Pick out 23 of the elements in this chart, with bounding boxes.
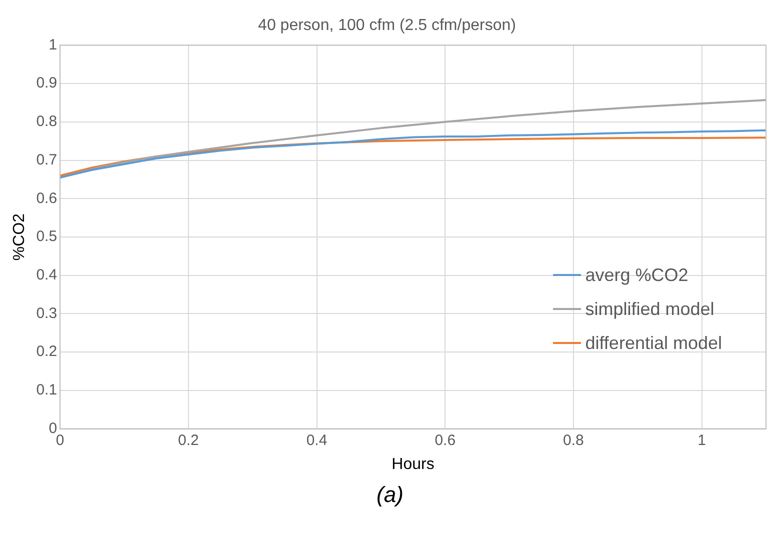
y-tick-label: 0.4 [36, 266, 58, 284]
text: (a) [376, 482, 404, 508]
y-tick-label: 0.2 [36, 343, 58, 360]
y-tick-label: 0.8 [36, 113, 58, 130]
x-tick-label: 1 [698, 432, 706, 449]
chart-title: 40 person, 100 cfm (2.5 cfm/person) [258, 17, 516, 34]
legend-label: averg %CO2 [585, 264, 688, 287]
y-tick-label: 0.9 [36, 74, 58, 92]
x-axis-title: Hours [392, 456, 434, 473]
y-tick-label: 0.5 [36, 228, 58, 246]
x-tick-label: 0.6 [434, 432, 456, 449]
y-tick-label: 0.1 [36, 382, 58, 399]
y-tick-label: 0.7 [36, 151, 58, 168]
y-tick-label: 0 [48, 420, 58, 437]
legend-label: differential model [585, 332, 722, 355]
legend-label: simplified model [585, 298, 714, 321]
y-tick-label: 1 [48, 36, 58, 54]
x-tick-label: 0.8 [563, 432, 584, 449]
y-tick-label: 0.3 [36, 304, 58, 322]
y-axis-title: %CO2 [11, 213, 28, 261]
x-tick-label: 0.2 [178, 432, 199, 449]
x-tick-label: 0.4 [306, 432, 328, 449]
y-tick-label: 0.6 [36, 190, 58, 207]
